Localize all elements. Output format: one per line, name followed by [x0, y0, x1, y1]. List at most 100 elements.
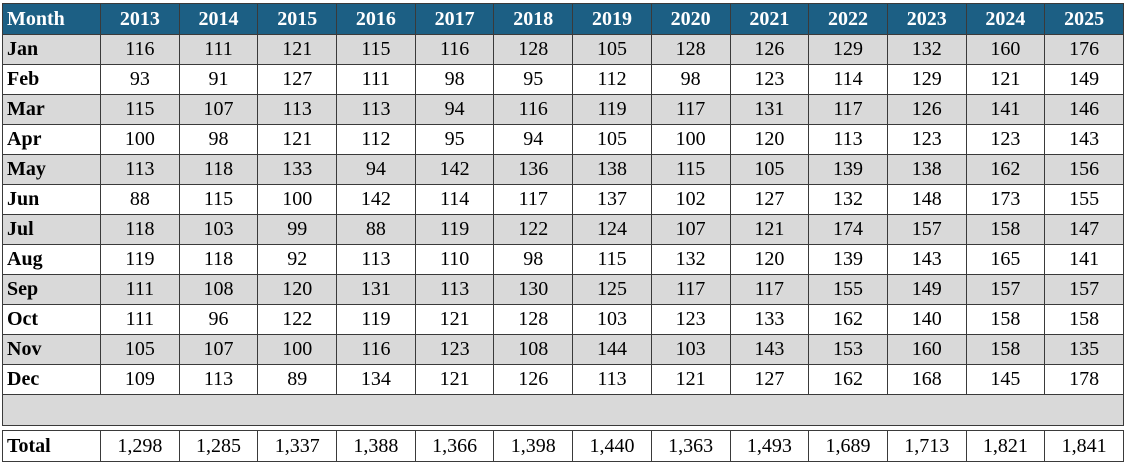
table-cell: 113 [178, 364, 259, 395]
table-cell: 93 [100, 64, 180, 95]
table-cell: 88 [336, 214, 416, 245]
table-cell: 157 [1044, 274, 1124, 305]
table-cell: 115 [100, 94, 180, 125]
column-header-year: 2021 [729, 3, 810, 35]
table-cell: 118 [100, 214, 180, 245]
table-cell: 88 [100, 184, 180, 215]
table-cell: 127 [257, 64, 338, 95]
row-month-label: Feb [2, 64, 101, 95]
total-cell: 1,493 [729, 430, 810, 462]
column-header-year: 2018 [493, 3, 574, 35]
total-cell: 1,398 [493, 430, 574, 462]
table-cell: 116 [100, 34, 180, 65]
table-cell: 107 [178, 334, 259, 365]
table-cell: 113 [336, 94, 416, 125]
table-cell: 107 [178, 94, 259, 125]
total-cell: 1,821 [965, 430, 1046, 462]
table-body: Jan 116 111 121 115 116 128 105 128 126 129 132 160 1… [2, 34, 1124, 462]
table-row: Aug 119 118 92 113 110 98 115 132 120 139 143 165 141 [2, 244, 1124, 275]
table-cell: 131 [336, 274, 416, 305]
table-cell: 117 [729, 274, 810, 305]
table-cell: 89 [257, 364, 338, 395]
column-header-year: 2023 [886, 3, 967, 35]
table-cell: 158 [965, 214, 1046, 245]
table-cell: 111 [178, 34, 259, 65]
table-cell: 176 [1044, 34, 1124, 65]
table-cell: 98 [178, 124, 259, 155]
row-month-label: Mar [2, 94, 101, 125]
table-cell: 115 [650, 154, 731, 185]
column-header-year: 2019 [572, 3, 652, 35]
table-cell: 111 [100, 304, 180, 335]
table-cell: 105 [572, 34, 652, 65]
table-cell: 115 [336, 34, 416, 65]
table-cell: 128 [493, 34, 574, 65]
table-cell: 99 [257, 214, 338, 245]
table-cell: 139 [808, 244, 888, 275]
table-row: Mar 115 107 113 113 94 116 119 117 131 117 126 141 14… [2, 94, 1124, 125]
spacer-cell [2, 394, 1124, 426]
table-cell: 113 [808, 124, 888, 155]
table-cell: 155 [1044, 184, 1124, 215]
table-cell: 174 [808, 214, 888, 245]
table-cell: 141 [965, 94, 1046, 125]
table-cell: 128 [650, 34, 731, 65]
table-cell: 100 [257, 184, 338, 215]
table-cell: 120 [729, 244, 810, 275]
table-cell: 117 [493, 184, 574, 215]
table-cell: 100 [100, 124, 180, 155]
table-cell: 132 [650, 244, 731, 275]
row-month-label: Jul [2, 214, 101, 245]
table-cell: 127 [729, 184, 810, 215]
table-cell: 149 [886, 274, 967, 305]
table-cell: 119 [336, 304, 416, 335]
table-cell: 105 [100, 334, 180, 365]
table-cell: 112 [572, 64, 652, 95]
column-header-year: 2017 [414, 3, 495, 35]
total-cell: 1,363 [650, 430, 731, 462]
table-cell: 117 [808, 94, 888, 125]
table-cell: 148 [886, 184, 967, 215]
table-cell: 98 [650, 64, 731, 95]
row-month-label: Jun [2, 184, 101, 215]
table-cell: 95 [493, 64, 574, 95]
column-header-year: 2014 [178, 3, 259, 35]
table-cell: 113 [257, 94, 338, 125]
table-cell: 95 [414, 124, 495, 155]
table-cell: 139 [808, 154, 888, 185]
table-cell: 123 [965, 124, 1046, 155]
table-cell: 98 [493, 244, 574, 275]
total-cell: 1,713 [886, 430, 967, 462]
column-header-year: 2015 [257, 3, 338, 35]
table-cell: 105 [729, 154, 810, 185]
table-cell: 126 [886, 94, 967, 125]
table-cell: 129 [886, 64, 967, 95]
table-cell: 116 [336, 334, 416, 365]
table-cell: 162 [808, 304, 888, 335]
table-cell: 126 [729, 34, 810, 65]
table-cell: 110 [414, 244, 495, 275]
table-cell: 122 [257, 304, 338, 335]
table-cell: 135 [1044, 334, 1124, 365]
table-cell: 121 [257, 34, 338, 65]
total-cell: 1,689 [808, 430, 888, 462]
column-header-year: 2025 [1044, 3, 1124, 35]
table-cell: 131 [729, 94, 810, 125]
table-row: Apr 100 98 121 112 95 94 105 100 120 113 123 123 143 [2, 124, 1124, 155]
table-cell: 120 [729, 124, 810, 155]
table-row: May 113 118 133 94 142 136 138 115 105 139 138 162 15… [2, 154, 1124, 185]
table-cell: 117 [650, 274, 731, 305]
table-cell: 165 [965, 244, 1046, 275]
table-cell: 137 [572, 184, 652, 215]
table-cell: 132 [886, 34, 967, 65]
column-header-year: 2020 [650, 3, 731, 35]
table-cell: 102 [650, 184, 731, 215]
table-cell: 143 [729, 334, 810, 365]
table-cell: 91 [178, 64, 259, 95]
table-cell: 103 [572, 304, 652, 335]
table-cell: 121 [965, 64, 1046, 95]
column-header-year: 2022 [808, 3, 888, 35]
table-cell: 123 [729, 64, 810, 95]
table-cell: 162 [965, 154, 1046, 185]
table-row: Oct 111 96 122 119 121 128 103 123 133 162 140 158 15… [2, 304, 1124, 335]
